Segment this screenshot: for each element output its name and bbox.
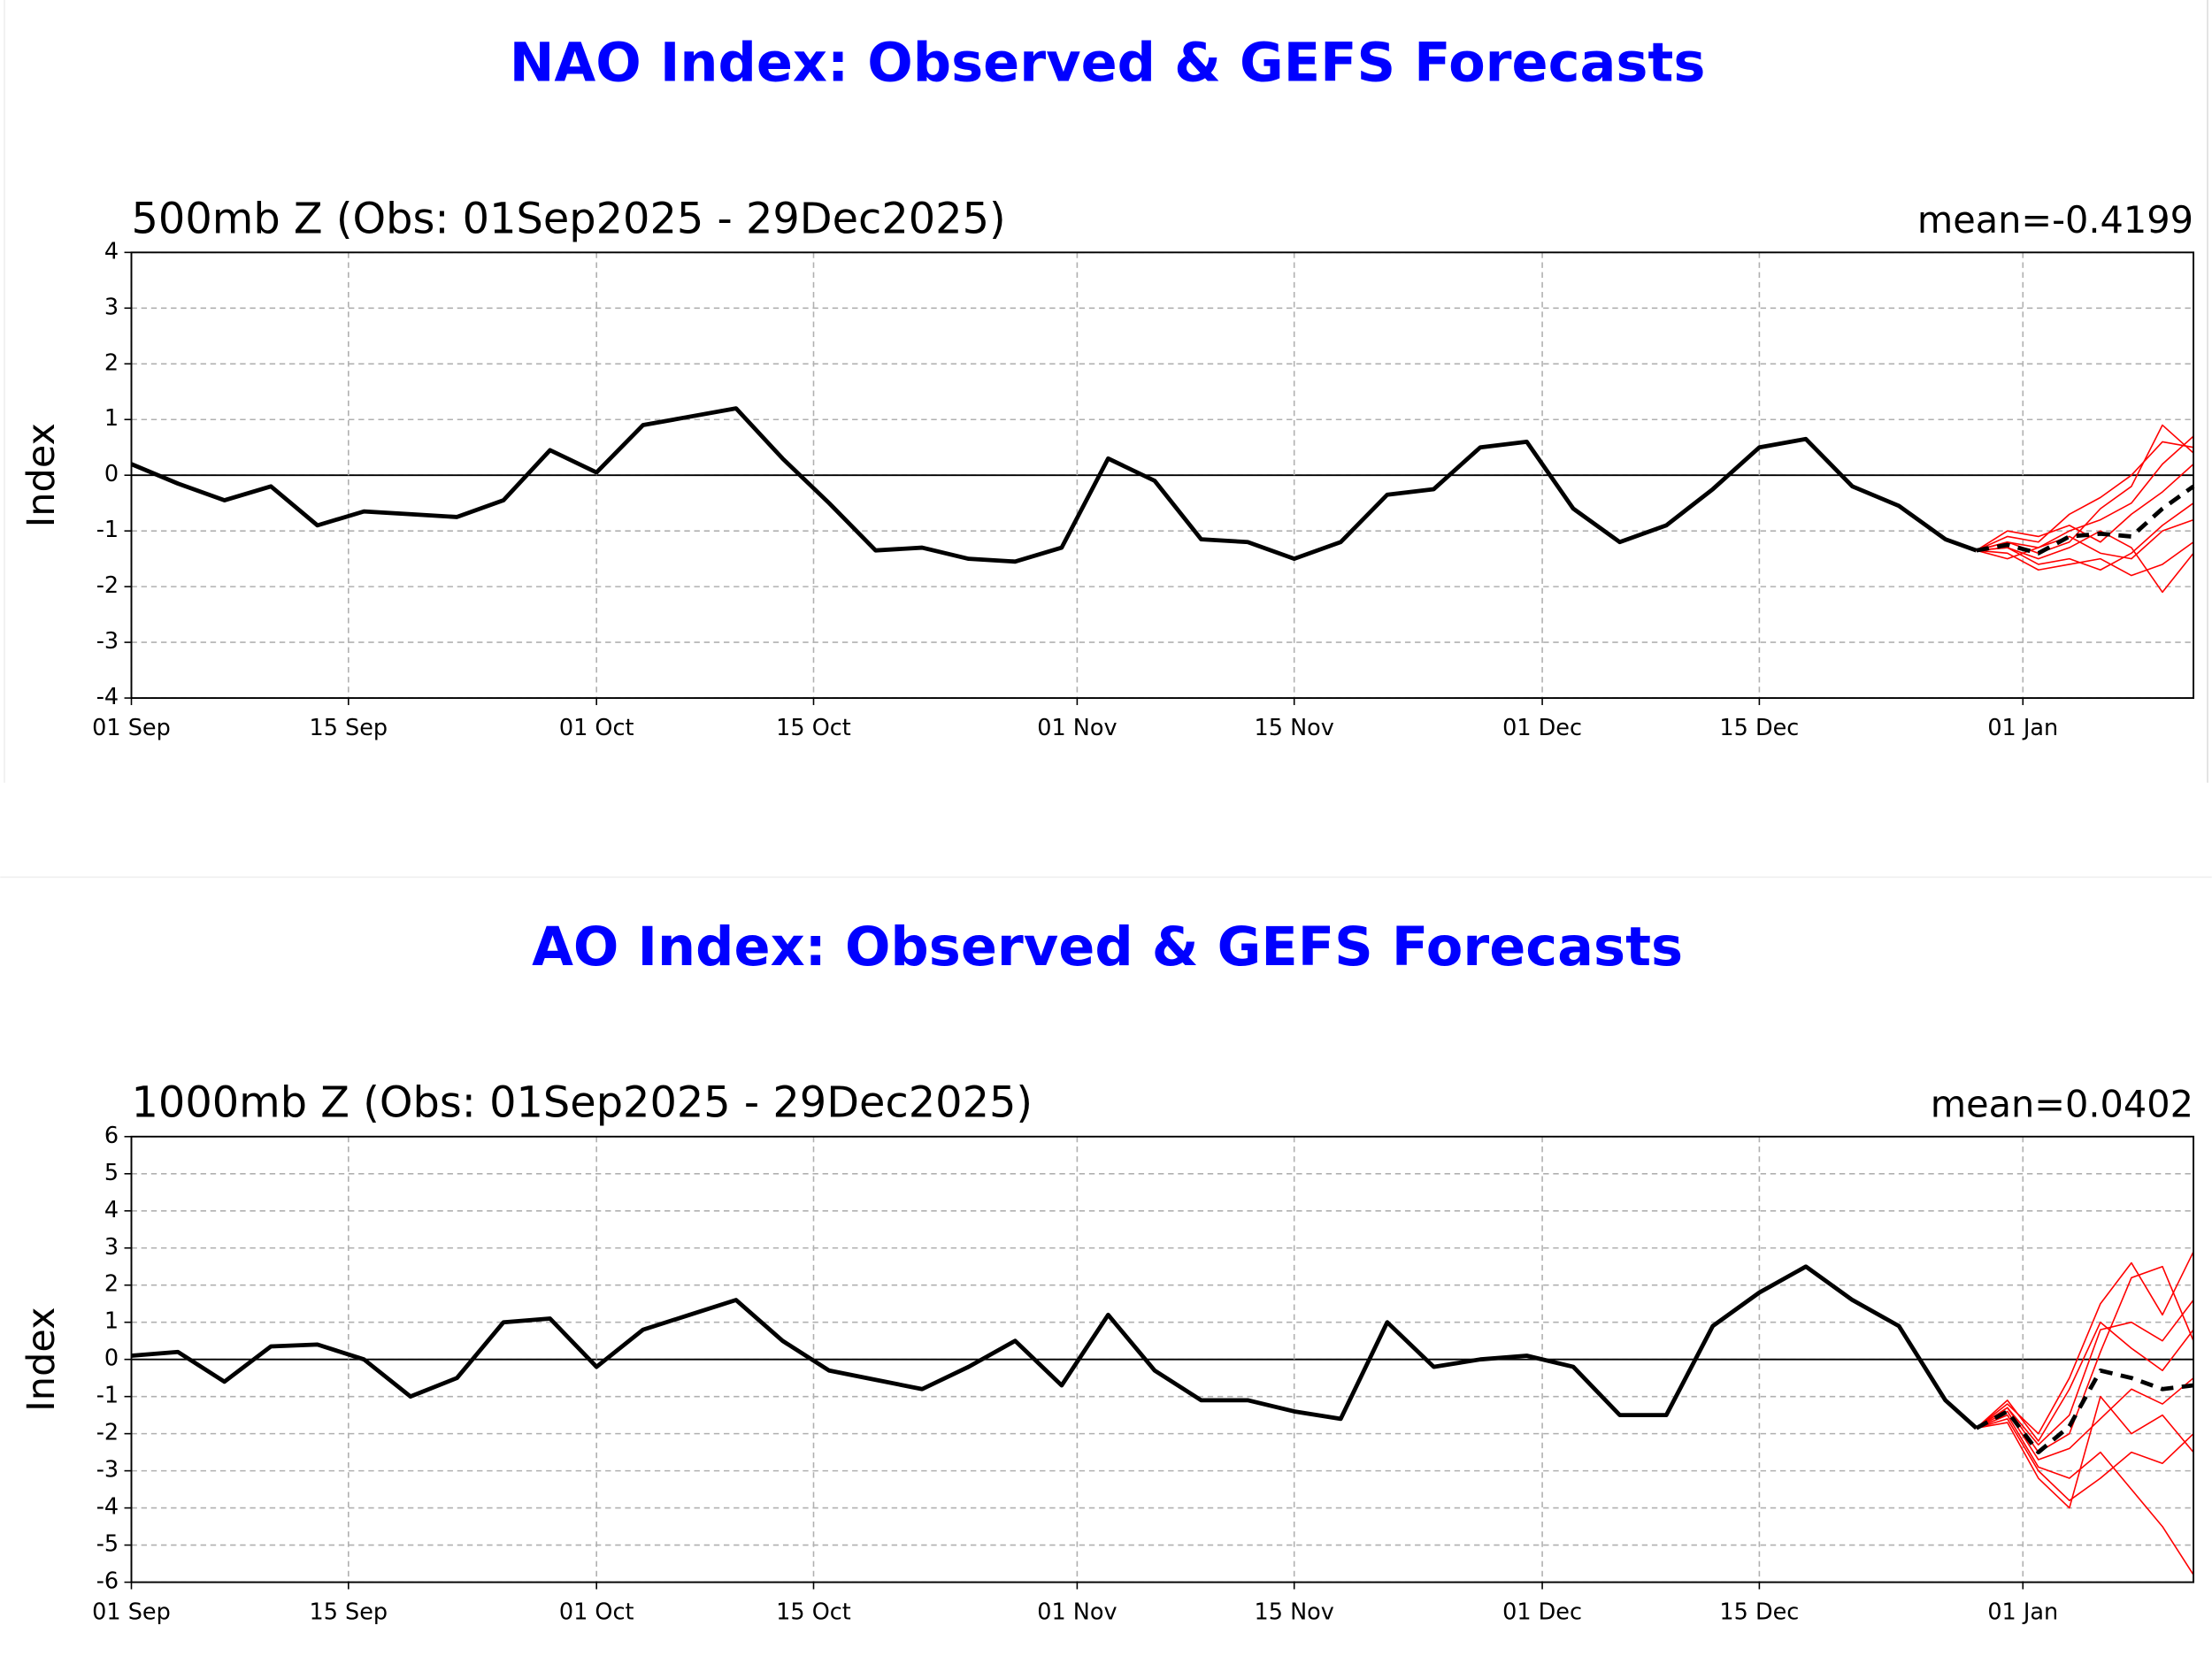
plot-frame <box>130 251 2194 700</box>
y-tick-label: 3 <box>104 1234 119 1261</box>
y-tick-label: -4 <box>96 684 119 710</box>
y-tick-label: 2 <box>104 1271 119 1298</box>
y-tick-label: 2 <box>104 349 119 376</box>
y-tick-label: -3 <box>96 1457 119 1484</box>
y-tick-label: -5 <box>96 1531 119 1558</box>
x-tick-label: 01 Nov <box>1037 715 1117 741</box>
x-tick-label: 15 Dec <box>1719 1599 1799 1626</box>
ensemble-line <box>1976 441 2194 551</box>
ensemble-line <box>1976 1321 2194 1442</box>
chart-title: NAO Index: Observed & GEFS Forecasts <box>510 33 1706 95</box>
y-tick-label: -1 <box>96 517 119 543</box>
x-tick-label: 01 Jan <box>1987 1599 2058 1626</box>
forecast-mean-line <box>1976 484 2195 556</box>
ensemble-line <box>1976 1300 2194 1446</box>
x-tick-label: 01 Oct <box>559 1599 634 1626</box>
chart-subtitle: 1000mb Z (Obs: 01Sep2025 - 29Dec2025) <box>131 1079 1033 1128</box>
y-axis-label: Index <box>19 423 64 527</box>
x-tick-label: 01 Sep <box>92 715 171 741</box>
ensemble-line <box>1976 1418 2194 1501</box>
y-tick-label: 4 <box>104 238 119 265</box>
ensemble-line <box>1976 1251 2194 1435</box>
x-tick-label: 15 Sep <box>310 1599 388 1626</box>
chart-title: AO Index: Observed & GEFS Forecasts <box>532 916 1683 978</box>
x-tick-label: 01 Sep <box>92 1599 171 1626</box>
x-tick-label: 15 Oct <box>776 1599 851 1626</box>
y-tick-label: 4 <box>104 1197 119 1223</box>
y-tick-label: 6 <box>104 1123 119 1149</box>
y-tick-label: -6 <box>96 1568 119 1595</box>
ensemble-line <box>1976 1265 2194 1453</box>
annotation: mean=-0.4199 <box>1917 199 2193 242</box>
y-tick-label: -1 <box>96 1383 119 1409</box>
x-tick-label: 01 Dec <box>1502 1599 1582 1626</box>
observed-line <box>130 406 1978 564</box>
x-tick-label: 01 Dec <box>1502 715 1582 741</box>
y-tick-label: -2 <box>96 1420 119 1446</box>
y-tick-label: -3 <box>96 628 119 655</box>
x-tick-label: 15 Nov <box>1255 715 1334 741</box>
observed-line <box>131 1264 1978 1430</box>
ensemble-line <box>1976 530 2194 594</box>
y-tick-label: 0 <box>104 461 119 487</box>
ensemble-line <box>1976 541 2194 577</box>
x-tick-label: 15 Sep <box>310 715 388 741</box>
y-tick-label: 5 <box>104 1160 119 1186</box>
ensemble-line <box>1976 424 2194 555</box>
y-tick-label: 1 <box>104 1308 119 1335</box>
y-axis-label: Index <box>19 1307 64 1411</box>
x-tick-label: 01 Oct <box>559 715 634 741</box>
y-tick-label: 3 <box>104 294 119 320</box>
y-tick-label: -2 <box>96 572 119 599</box>
ensemble-line <box>1976 1395 2194 1509</box>
chart-subtitle: 500mb Z (Obs: 01Sep2025 - 29Dec2025) <box>131 195 1005 243</box>
plot-frame <box>130 1135 2194 1583</box>
x-tick-label: 15 Nov <box>1255 1599 1334 1626</box>
x-tick-label: 01 Nov <box>1037 1599 1117 1626</box>
x-tick-label: 01 Jan <box>1987 715 2058 741</box>
x-tick-label: 15 Dec <box>1719 715 1799 741</box>
y-tick-label: 1 <box>104 405 119 432</box>
ensemble-line <box>1976 502 2194 571</box>
y-tick-label: 0 <box>104 1346 119 1372</box>
x-tick-label: 15 Oct <box>776 715 851 741</box>
forecast-mean-line <box>1975 1368 2194 1455</box>
y-tick-label: -4 <box>96 1494 119 1521</box>
annotation: mean=0.0402 <box>1931 1083 2193 1125</box>
ensemble-line <box>1976 1414 2194 1576</box>
ensemble-line <box>1976 518 2194 560</box>
